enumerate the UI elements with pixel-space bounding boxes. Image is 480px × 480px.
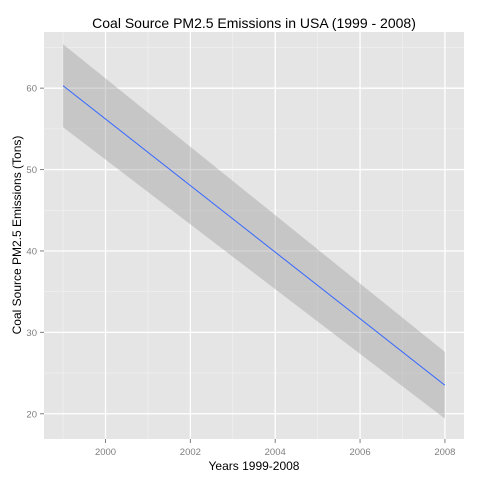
x-tick-label: 2006 [349,447,370,458]
y-tick-label: 50 [26,165,37,176]
y-tick-label: 20 [26,409,37,420]
y-tick-label: 40 [26,246,37,257]
x-tick-label: 2000 [95,447,116,458]
chart-title: Coal Source PM2.5 Emissions in USA (1999… [92,15,416,31]
y-tick-label: 60 [26,84,37,95]
x-tick-label: 2008 [434,447,455,458]
y-tick-label: 30 [26,328,37,339]
x-axis-title: Years 1999-2008 [209,459,300,473]
x-tick-label: 2002 [180,447,201,458]
y-axis-title: Coal Source PM2.5 Emissions (Tons) [10,136,24,335]
x-tick-label: 2004 [265,447,286,458]
